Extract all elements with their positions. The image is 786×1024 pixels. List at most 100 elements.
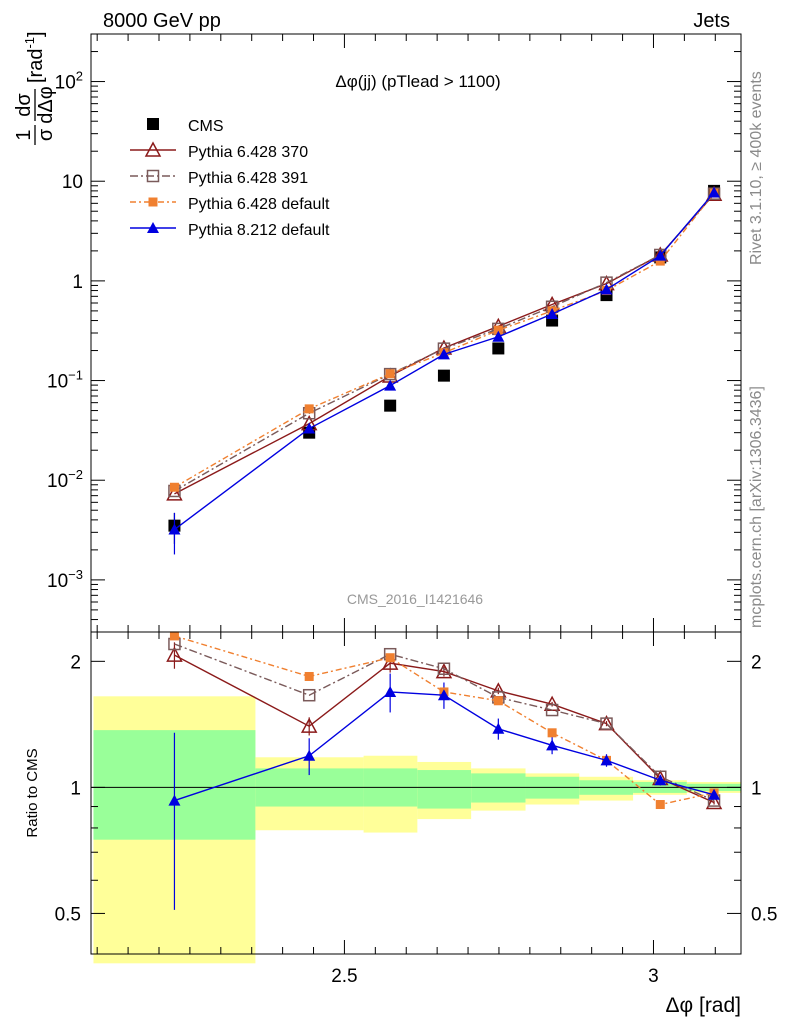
- ylabel-dsigma: dσ: [13, 93, 35, 117]
- data-point: [437, 369, 450, 382]
- legend-label: Pythia 6.428 391: [188, 170, 308, 187]
- legend-item: Pythia 6.428 370: [130, 141, 308, 161]
- process-label: Jets: [693, 10, 730, 32]
- rivet-version-label: Rivet 3.1.10, ≥ 400k events: [748, 71, 765, 265]
- data-point: [655, 256, 665, 266]
- ylabel-one: 1: [13, 129, 35, 140]
- ratio-series-group: [166, 631, 723, 910]
- ratio-y-tick-label-left: 0.5: [55, 904, 81, 925]
- data-point: [303, 422, 316, 434]
- data-point: [600, 754, 613, 766]
- data-point: [384, 379, 397, 391]
- data-point: [437, 348, 450, 360]
- legend-label: Pythia 8.212 default: [188, 222, 330, 239]
- ylabel-unit-sup: -1: [22, 37, 37, 49]
- data-point: [148, 197, 158, 207]
- y-tick-label-base: 10: [47, 571, 68, 592]
- main-series-group: [166, 184, 723, 555]
- data-point: [144, 141, 162, 157]
- data-point: [655, 800, 665, 810]
- data-point: [304, 404, 314, 414]
- data-point: [166, 646, 183, 662]
- y-tick-label: 1: [72, 272, 83, 293]
- ratio-x-tick-label: 2.5: [331, 966, 357, 987]
- plot-title: Δφ(jj) (pTlead > 1100): [335, 72, 500, 91]
- data-point: [654, 249, 667, 261]
- data-point: [303, 749, 316, 761]
- data-point: [384, 685, 397, 697]
- data-point: [708, 186, 721, 198]
- data-point: [492, 342, 505, 355]
- data-point: [437, 689, 450, 701]
- legend-item: Pythia 6.428 391: [130, 169, 308, 187]
- data-point: [546, 739, 559, 751]
- data-point: [147, 118, 159, 130]
- series-pythia-8-212-default: [168, 186, 721, 555]
- data-point: [302, 688, 316, 702]
- ratio-y-tick-label-right: 2: [751, 652, 762, 673]
- y-tick-label-exp: −1: [68, 368, 83, 383]
- y-tick-label-base: 10: [47, 471, 68, 492]
- main-y-axis-label: 1 σ dσ dΔφ [rad-1]: [13, 31, 57, 145]
- legend-item: Pythia 8.212 default: [130, 222, 330, 239]
- legend: CMS Pythia 6.428 370 Pythia 6.428 391 Pythi…: [130, 118, 330, 239]
- ratio-y-tick-label-left: 1: [70, 778, 81, 799]
- data-point: [545, 703, 559, 717]
- series-line: [174, 635, 715, 806]
- data-point: [169, 482, 179, 492]
- ratio-y-tick-label-right: 0.5: [751, 904, 777, 925]
- data-point: [437, 662, 451, 675]
- data-point: [492, 330, 505, 342]
- ratio-x-tick-label: 3: [648, 966, 659, 987]
- data-point: [493, 696, 503, 706]
- data-point: [166, 485, 183, 501]
- ylabel-unit-open: [rad: [25, 49, 47, 83]
- stat-uncertainty-band: [471, 773, 526, 803]
- data-point: [600, 283, 613, 295]
- legend-label: Pythia 6.428 370: [188, 144, 308, 161]
- x-axis-label: Δφ [rad]: [666, 994, 742, 1017]
- legend-item: CMS: [147, 118, 224, 135]
- series-pythia-6-428-370: [166, 642, 723, 810]
- stat-uncertainty-band: [417, 770, 472, 809]
- analysis-watermark: CMS_2016_I1421646: [347, 591, 483, 607]
- data-point: [381, 654, 399, 670]
- mcplots-source-label: mcplots.cern.ch [arXiv:1306.3436]: [748, 386, 765, 628]
- data-point: [168, 794, 181, 806]
- series-pythia-8-212-default: [168, 685, 721, 806]
- legend-label: CMS: [188, 118, 224, 135]
- ylabel-unit: [rad-1]: [22, 31, 47, 83]
- ratio-y-tick-label-right: 1: [751, 778, 762, 799]
- data-point: [385, 369, 395, 379]
- y-tick-label-exp: −3: [68, 567, 83, 582]
- data-point: [600, 717, 613, 730]
- y-tick-label: 10−1: [47, 368, 83, 393]
- data-point: [705, 793, 723, 810]
- data-point: [169, 631, 179, 641]
- ratio-axis-ticks: 0.5 0.5 1 1 2 2 2.5 3: [55, 632, 777, 987]
- legend-item: Pythia 6.428 default: [130, 196, 330, 213]
- data-point: [654, 774, 667, 786]
- y-tick-label-exp: 2: [76, 69, 83, 84]
- data-point: [304, 671, 314, 681]
- y-tick-label-base: 10: [47, 372, 68, 393]
- ylabel-sigma: σ: [35, 128, 57, 141]
- data-point: [146, 169, 160, 183]
- legend-label: Pythia 6.428 default: [188, 196, 330, 213]
- ratio-y-axis-label: Ratio to CMS: [24, 748, 41, 837]
- y-tick-label-exp: −2: [68, 467, 83, 482]
- y-tick-label: 102: [55, 69, 83, 94]
- y-tick-label-base: 10: [55, 73, 76, 94]
- collision-label: 8000 GeV pp: [103, 10, 221, 32]
- data-point: [546, 308, 559, 320]
- data-point: [385, 653, 395, 663]
- y-tick-label: 10−3: [47, 567, 83, 592]
- ylabel-unit-close: ]: [25, 31, 47, 37]
- y-tick-label: 10: [62, 172, 83, 193]
- ratio-y-tick-label-left: 2: [70, 652, 81, 673]
- data-point: [147, 222, 159, 233]
- main-frame: [90, 33, 742, 633]
- data-point: [300, 717, 318, 733]
